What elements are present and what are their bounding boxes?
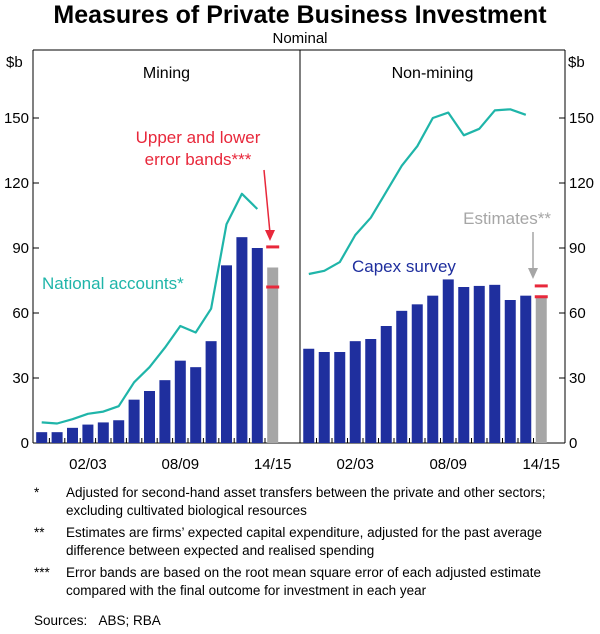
capex-bar <box>190 367 202 443</box>
footnote-mark: * <box>34 485 40 500</box>
x-tick-label: 08/09 <box>162 456 200 473</box>
national-accounts-line <box>308 108 527 276</box>
y-tick-label-left: 90 <box>12 240 29 257</box>
error-bands-arrow-shaft <box>263 169 271 234</box>
footnote-text: Error bands are based on the root mean s… <box>66 565 542 598</box>
capex-bar <box>51 432 63 443</box>
capex-bar <box>427 295 439 443</box>
x-tick-label: 02/03 <box>69 456 107 473</box>
y-tick-label-left: 120 <box>4 175 29 192</box>
sources: Sources: ABS; RBA <box>34 613 161 628</box>
y-tick-label-left: 150 <box>4 110 29 127</box>
error-bands-label-line1: Upper and lower <box>136 128 261 147</box>
footnotes: * Adjusted for second-hand asset transfe… <box>34 484 594 604</box>
capex-bar <box>365 339 377 443</box>
chart-canvas: 0 0 30 30 60 60 90 90 120 120 150 150 $b $b Mining 02/0… <box>4 49 594 473</box>
footnote-2: ** Estimates are firms’ expected capital… <box>34 524 594 560</box>
footnote-1: * Adjusted for second-hand asset transfe… <box>34 484 594 520</box>
x-tick-label: 14/15 <box>254 456 292 473</box>
y-tick-label-right: 60 <box>569 305 586 322</box>
y-tick-label-right: 0 <box>569 435 577 452</box>
capex-bar <box>504 300 516 443</box>
capex-bar <box>221 265 232 443</box>
y-axis-unit-left: $b <box>6 54 23 71</box>
footnote-mark: ** <box>34 525 45 540</box>
footnote-text: Adjusted for second-hand asset transfers… <box>66 485 546 518</box>
capex-bar <box>380 326 392 443</box>
y-tick-label-right: 30 <box>569 370 586 387</box>
capex-bar <box>458 287 470 443</box>
y-tick-label-right: 90 <box>569 240 586 257</box>
estimates-arrow-head <box>528 268 538 279</box>
x-tick-label: 02/03 <box>336 456 374 473</box>
capex-bar <box>97 422 109 443</box>
x-tick-label: 14/15 <box>522 456 560 473</box>
capex-bar <box>82 424 94 443</box>
capex-bar <box>349 341 361 443</box>
capex-bar <box>411 304 423 443</box>
capex-bar <box>334 352 346 443</box>
error-bands-label-line2: error bands*** <box>145 150 252 169</box>
capex-bar <box>236 237 248 443</box>
estimate-bar <box>267 267 279 443</box>
y-tick-label-right: 150 <box>569 110 594 127</box>
y-axis-unit-right: $b <box>568 54 585 71</box>
national-accounts-label: National accounts* <box>42 274 184 293</box>
capex-bar <box>36 432 48 443</box>
footnote-mark: *** <box>34 565 50 580</box>
capex-bar <box>67 427 78 443</box>
estimates-label: Estimates** <box>463 209 551 228</box>
capex-bar <box>144 391 155 443</box>
capex-bar <box>489 284 501 443</box>
capex-bar <box>442 279 454 443</box>
capex-survey-label: Capex survey <box>352 257 456 276</box>
capex-bar <box>205 341 217 443</box>
capex-bar <box>174 360 186 443</box>
estimate-bar <box>535 295 547 443</box>
capex-bar <box>520 295 532 443</box>
capex-bar <box>318 352 330 443</box>
panel-title-mining: Mining <box>143 65 190 82</box>
y-tick-label-right: 120 <box>569 175 594 192</box>
y-tick-label-left: 60 <box>12 305 29 322</box>
x-tick-label: 08/09 <box>429 456 467 473</box>
footnote-text: Estimates are firms’ expected capital ex… <box>66 525 543 558</box>
y-tick-label-left: 30 <box>12 370 29 387</box>
capex-bar <box>128 399 140 443</box>
chart-title: Measures of Private Business Investment <box>53 1 547 29</box>
panel-title-nonmining: Non-mining <box>392 65 474 82</box>
capex-bar <box>303 348 315 443</box>
chart-subtitle: Nominal <box>272 30 328 47</box>
capex-bar <box>113 420 125 443</box>
y-tick-label-left: 0 <box>21 435 29 452</box>
capex-bar <box>473 285 485 443</box>
national-accounts-line <box>41 192 259 425</box>
capex-bar <box>159 380 171 443</box>
footnote-3: *** Error bands are based on the root me… <box>34 564 594 600</box>
error-bands-arrow-head <box>265 230 275 241</box>
capex-bar <box>251 248 263 443</box>
capex-bar <box>396 310 408 443</box>
